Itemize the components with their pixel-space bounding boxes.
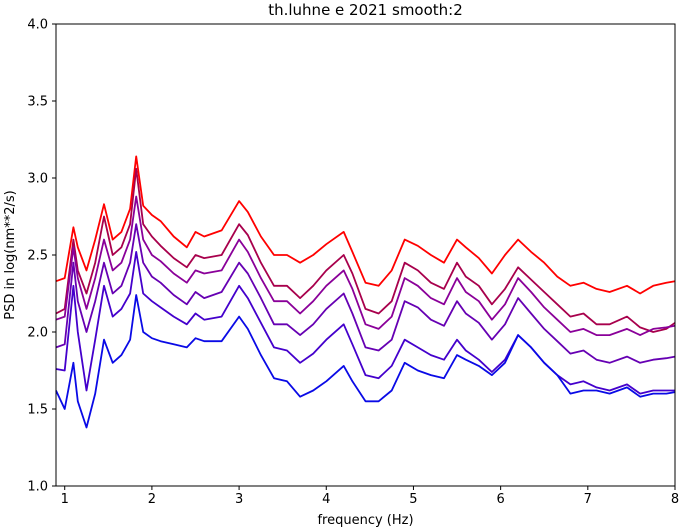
x-axis-ticks: 1 2 3 4 5 6 7 8: [61, 486, 679, 507]
series-line-1: [55, 155, 676, 295]
y-tick-label: 4.0: [27, 18, 48, 33]
x-tick-label: 2: [148, 492, 156, 507]
y-tick-label: 3.0: [27, 172, 48, 187]
x-tick-label: 8: [671, 492, 679, 507]
x-tick-label: 1: [61, 492, 69, 507]
series-line-6: [55, 294, 676, 429]
x-tick-label: 5: [409, 492, 417, 507]
y-axis-label: PSD in log(nm**2/s): [3, 190, 18, 320]
y-tick-label: 3.5: [27, 95, 48, 110]
y-tick-label: 1.0: [27, 480, 48, 495]
x-tick-label: 7: [584, 492, 592, 507]
series-line-4: [55, 223, 676, 364]
y-tick-label: 2.0: [27, 326, 48, 341]
x-tick-label: 3: [235, 492, 243, 507]
chart-title: th.luhne e 2021 smooth:2: [268, 1, 463, 19]
x-tick-label: 6: [496, 492, 504, 507]
x-tick-label: 4: [322, 492, 330, 507]
plot-frame: [55, 23, 676, 487]
series-line-2: [55, 167, 676, 333]
y-axis-ticks: 1.0 1.5 2.0 2.5 3.0 3.5 4.0: [27, 18, 56, 495]
x-axis-label: frequency (Hz): [317, 513, 413, 528]
y-tick-label: 2.5: [27, 249, 48, 264]
y-tick-label: 1.5: [27, 403, 48, 418]
series-line-3: [55, 195, 676, 337]
plot-lines: [55, 155, 676, 429]
